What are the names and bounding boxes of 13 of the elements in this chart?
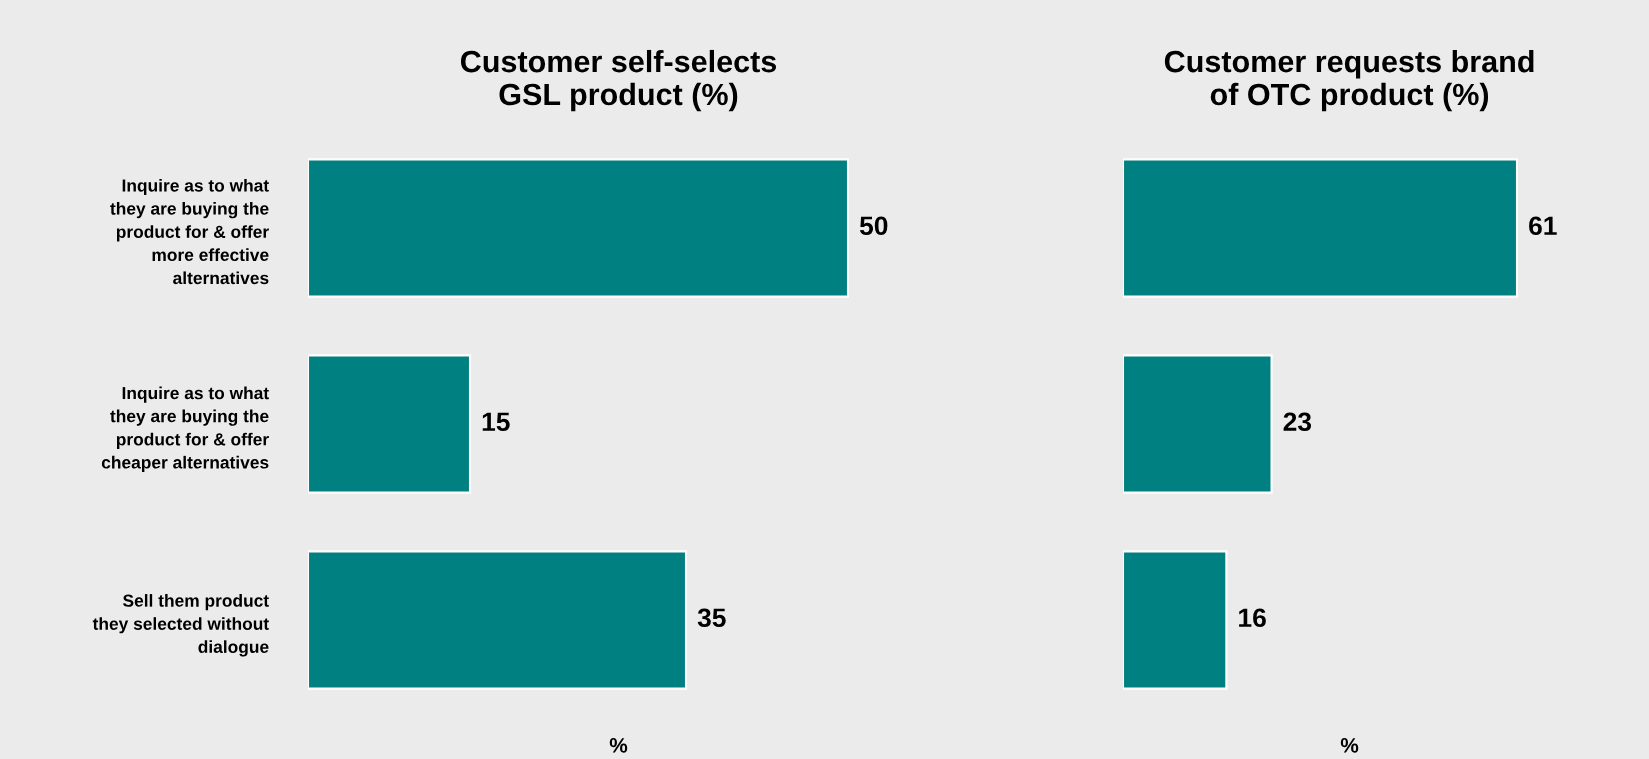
y-tick-label: Inquire as to what they are buying the product for & offer more effective alternatives — [110, 178, 269, 285]
y-tick-label: Sell them product they selected without dialogue — [92, 594, 269, 657]
data-label: 35 — [697, 608, 726, 628]
x-axis-title: % — [1340, 738, 1359, 753]
chart-title: Customer self-selects GSL product (%) — [460, 49, 777, 112]
chart-title: Customer requests brand of OTC product (%) — [1164, 49, 1534, 112]
y-tick-label: Inquire as to what they are buying the product for & offer cheaper alternatives — [101, 386, 269, 473]
data-label: 23 — [1283, 412, 1312, 432]
data-label: 16 — [1239, 608, 1266, 628]
x-axis-title: % — [609, 738, 628, 753]
data-label: 15 — [482, 412, 510, 432]
data-label: 61 — [1529, 216, 1557, 236]
data-label: 50 — [859, 216, 888, 236]
